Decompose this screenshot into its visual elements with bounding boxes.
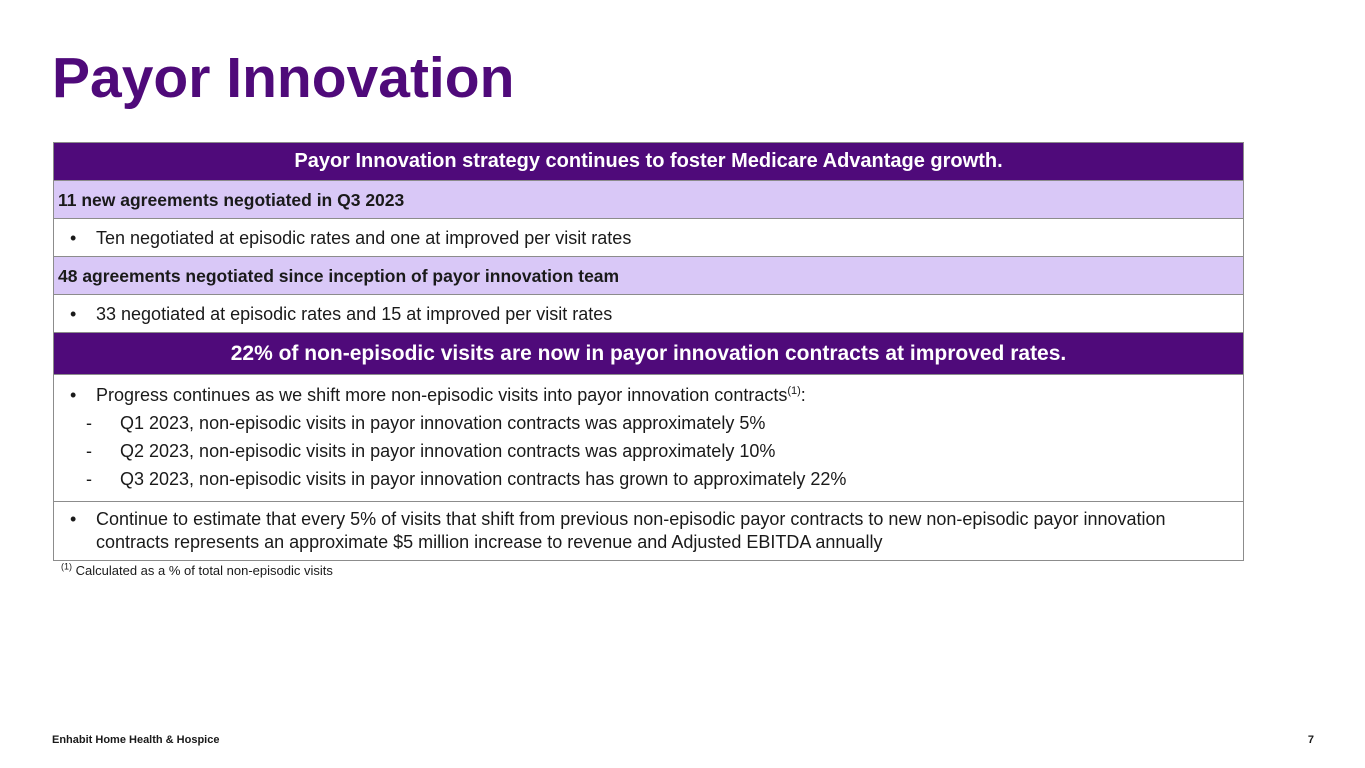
bullet-q3-rates: • Ten negotiated at episodic rates and o…	[54, 218, 1243, 256]
estimate-bullet: • Continue to estimate that every 5% of …	[54, 501, 1243, 560]
bullet-marker: •	[70, 509, 77, 529]
footnote-text: Calculated as a % of total non-episodic …	[75, 563, 333, 578]
progress-text: Progress continues as we shift more non-…	[96, 385, 806, 405]
progress-bullet: • Progress continues as we shift more no…	[70, 381, 1243, 409]
dash-text: Q2 2023, non-episodic visits in payor in…	[120, 441, 776, 461]
footer-company: Enhabit Home Health & Hospice	[52, 734, 220, 746]
dash-marker: -	[86, 441, 92, 461]
content-panel: Payor Innovation strategy continues to f…	[53, 142, 1244, 561]
bullet-total-rates: • 33 negotiated at episodic rates and 15…	[54, 294, 1243, 332]
bullet-text: 33 negotiated at episodic rates and 15 a…	[96, 304, 613, 324]
footnote: (1) Calculated as a % of total non-episo…	[61, 561, 333, 578]
subheader-q3-agreements: 11 new agreements negotiated in Q3 2023	[54, 180, 1243, 218]
progress-block: • Progress continues as we shift more no…	[54, 374, 1243, 501]
bullet-marker: •	[70, 304, 77, 324]
dash-item-q3: - Q3 2023, non-episodic visits in payor …	[70, 465, 1243, 493]
subheader-total-agreements: 48 agreements negotiated since inception…	[54, 256, 1243, 294]
section-header-strategy: Payor Innovation strategy continues to f…	[54, 143, 1243, 180]
dash-item-q2: - Q2 2023, non-episodic visits in payor …	[70, 437, 1243, 465]
page-number: 7	[1307, 734, 1314, 746]
footnote-ref: (1)	[787, 385, 801, 397]
bullet-text: Ten negotiated at episodic rates and one…	[96, 228, 632, 248]
page-title: Payor Innovation	[52, 46, 515, 110]
dash-marker: -	[86, 413, 92, 433]
bullet-marker: •	[70, 385, 77, 405]
dash-marker: -	[86, 469, 92, 489]
dash-item-q1: - Q1 2023, non-episodic visits in payor …	[70, 409, 1243, 437]
dash-text: Q1 2023, non-episodic visits in payor in…	[120, 413, 766, 433]
estimate-text: Continue to estimate that every 5% of vi…	[96, 509, 1166, 552]
footnote-marker: (1)	[61, 561, 72, 572]
bullet-marker: •	[70, 228, 77, 248]
dash-text: Q3 2023, non-episodic visits in payor in…	[120, 469, 847, 489]
section-header-visits: 22% of non-episodic visits are now in pa…	[54, 332, 1243, 374]
